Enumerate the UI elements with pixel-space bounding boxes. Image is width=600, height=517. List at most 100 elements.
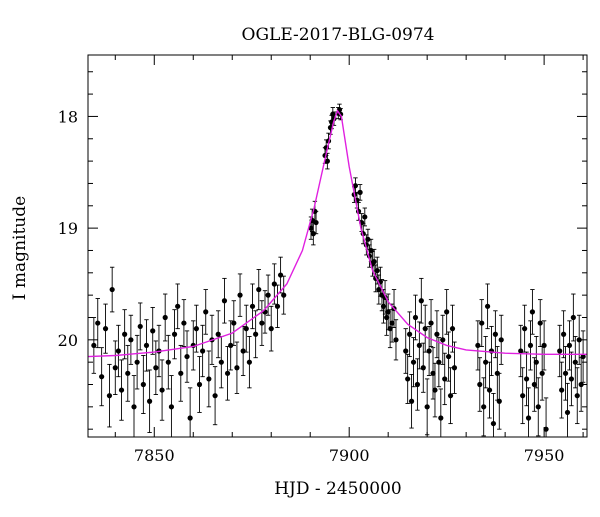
point-marker [518,348,524,354]
point-marker [106,393,113,399]
data-point [574,367,580,425]
data-point [446,331,452,382]
data-point [408,374,415,429]
data-point [137,302,143,351]
point-marker [324,158,330,164]
point-marker [243,326,249,332]
point-marker [274,303,281,309]
point-marker [483,359,489,365]
data-point [102,303,109,354]
point-marker [543,426,549,432]
data-point [178,344,184,402]
data-point [529,289,536,335]
point-marker [416,342,422,349]
point-marker [434,331,440,337]
data-point [99,347,105,407]
data-point [184,330,190,383]
data-point [436,337,442,388]
point-marker [479,320,485,326]
data-point [193,304,199,353]
point-marker [405,376,411,382]
data-point [416,321,422,370]
point-marker [224,370,231,376]
data-point [246,336,252,389]
point-marker [568,376,575,382]
point-marker [253,331,259,337]
data-point [171,309,178,360]
point-marker [352,183,359,189]
data-point [224,346,231,401]
point-marker [374,267,380,274]
point-marker [387,326,393,332]
point-marker [184,353,190,360]
data-point [537,299,543,347]
point-marker [159,387,165,393]
point-marker [171,331,178,337]
point-marker [574,393,580,399]
data-point [424,378,430,436]
point-marker [137,323,143,330]
point-marker [371,259,377,265]
data-point [490,392,497,437]
point-marker [410,359,417,365]
point-marker [496,398,502,404]
plot-area [88,103,587,437]
data-point [527,320,534,371]
y-tick-label: 18 [58,107,78,126]
data-point [159,359,165,421]
data-point [440,314,446,365]
data-point [561,310,567,359]
data-point [562,346,569,401]
point-marker [277,272,284,278]
data-point [410,337,417,388]
data-point [393,319,399,361]
point-marker [436,359,442,365]
data-point [268,305,274,352]
data-point [91,317,97,374]
data-point [200,324,206,378]
data-point [277,256,284,294]
point-marker [430,370,436,376]
point-marker [193,326,199,332]
plot-clip-group [88,103,587,437]
point-marker [424,404,430,410]
axes: 7850 7900 7950 18 19 20 [58,54,588,465]
point-marker [449,326,456,332]
data-point [281,275,287,315]
data-point [168,375,175,437]
point-marker [246,359,252,365]
data-point [243,304,249,353]
data-point [475,320,481,371]
point-marker [481,404,487,410]
data-point [212,366,218,426]
data-point [568,351,575,407]
point-marker [231,320,237,326]
data-point [531,357,537,412]
y-tick-label: 20 [58,331,78,350]
data-point [143,319,150,372]
point-marker [422,326,428,332]
point-marker [389,320,395,326]
point-marker [418,298,424,304]
point-marker [313,219,319,226]
point-marker [541,342,547,349]
data-point [112,340,118,396]
data-point [228,320,234,371]
point-marker [562,370,569,376]
point-marker [112,365,118,371]
data-point [535,377,541,437]
data-point [371,248,377,275]
x-axis-label: HJD - 2450000 [274,479,402,499]
point-marker [442,376,448,382]
point-marker [196,381,203,388]
point-marker [408,398,415,404]
data-point [237,273,243,317]
point-marker [200,348,206,354]
data-point [218,336,224,389]
data-point [175,283,181,330]
point-marker [446,353,452,360]
point-marker [268,326,274,332]
point-marker [477,381,483,388]
point-marker [484,303,491,309]
point-marker [281,292,287,298]
